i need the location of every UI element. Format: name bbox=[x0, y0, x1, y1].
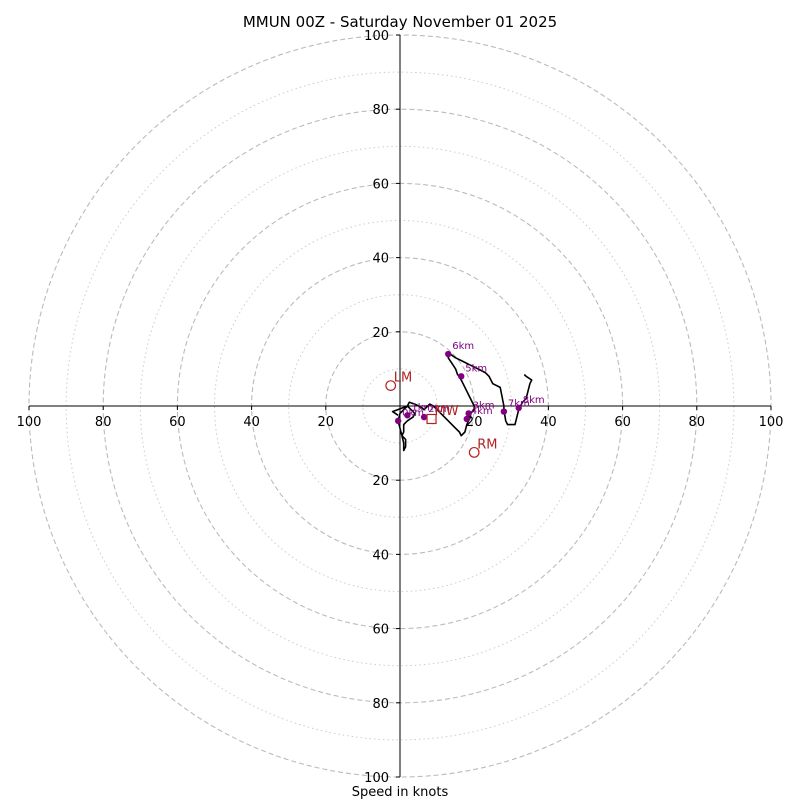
y-tick-label-bottom-100: 100 bbox=[364, 771, 389, 786]
y-tick-label-top-60: 60 bbox=[372, 177, 389, 192]
y-tick-label-bottom-20: 20 bbox=[372, 474, 389, 489]
chart-title: MMUN 00Z - Saturday November 01 2025 bbox=[243, 13, 557, 31]
wind-trace-layer bbox=[391, 353, 533, 452]
height-label-1km: 1km bbox=[411, 402, 433, 413]
x-tick-label-left-40: 40 bbox=[243, 415, 260, 430]
x-tick-label-left-20: 20 bbox=[318, 415, 335, 430]
height-point-6km bbox=[445, 350, 452, 358]
motion-marker-MW bbox=[426, 413, 437, 425]
motion-label-MW: MW bbox=[435, 404, 459, 419]
height-label-4km: 4km bbox=[471, 406, 493, 417]
height-label-8km: 8km bbox=[523, 395, 545, 406]
y-tick-label-top-40: 40 bbox=[372, 252, 389, 267]
x-axis-label: Speed in knots bbox=[352, 785, 449, 800]
height-point-4km bbox=[463, 415, 470, 423]
x-tick-label-right-80: 80 bbox=[689, 415, 706, 430]
height-point-8km bbox=[515, 404, 522, 412]
x-tick-label-left-80: 80 bbox=[95, 415, 112, 430]
wind-trace-line bbox=[391, 353, 533, 452]
height-label-5km: 5km bbox=[465, 363, 487, 374]
axes bbox=[29, 35, 771, 777]
y-tick-label-bottom-80: 80 bbox=[372, 697, 389, 712]
y-tick-label-bottom-60: 60 bbox=[372, 623, 389, 638]
y-tick-label-top-80: 80 bbox=[372, 103, 389, 118]
height-label-0km: 0km bbox=[402, 408, 424, 419]
x-tick-label-right-100: 100 bbox=[759, 415, 784, 430]
y-tick-label-bottom-40: 40 bbox=[372, 548, 389, 563]
height-label-3km: 3km bbox=[473, 400, 495, 411]
motion-label-RM: RM bbox=[477, 437, 497, 452]
height-point-3km bbox=[465, 410, 472, 417]
height-point-1km bbox=[404, 412, 411, 419]
height-label-6km: 6km bbox=[452, 341, 474, 352]
x-tick-label-right-40: 40 bbox=[540, 415, 557, 430]
x-tick-label-right-60: 60 bbox=[614, 415, 631, 430]
height-point-0km bbox=[394, 417, 402, 425]
motion-marker-LM bbox=[385, 380, 397, 391]
tick-labels: 2020202040404040606060608080808010010010… bbox=[17, 29, 784, 786]
height-point-7km bbox=[500, 408, 508, 415]
height-label-2km: 2km bbox=[428, 404, 450, 415]
height-point-2km bbox=[420, 413, 428, 421]
storm-motion-points: LM RM MW bbox=[385, 371, 497, 458]
y-tick-label-top-100: 100 bbox=[364, 29, 389, 44]
height-label-7km: 7km bbox=[508, 399, 530, 410]
x-tick-label-left-60: 60 bbox=[169, 415, 186, 430]
motion-marker-RM bbox=[468, 446, 480, 458]
y-tick-label-top-20: 20 bbox=[372, 326, 389, 341]
x-tick-label-left-100: 100 bbox=[17, 415, 42, 430]
motion-label-LM: LM bbox=[394, 371, 412, 386]
height-point-5km bbox=[458, 373, 465, 380]
